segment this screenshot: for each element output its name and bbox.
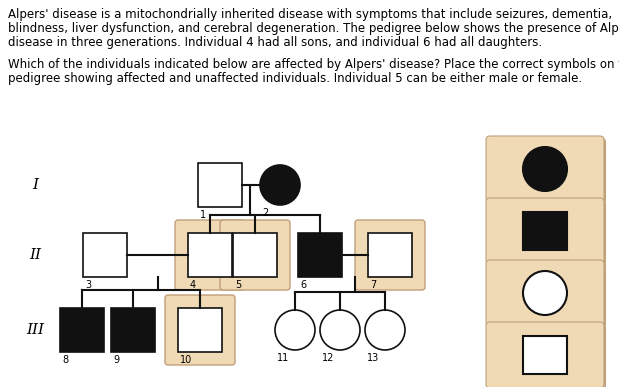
Ellipse shape	[365, 310, 405, 350]
Bar	[178, 308, 222, 352]
Bar	[298, 233, 342, 277]
FancyBboxPatch shape	[488, 200, 606, 266]
Bar	[111, 308, 155, 352]
Text: disease in three generations. Individual 4 had all sons, and individual 6 had al: disease in three generations. Individual…	[8, 36, 542, 49]
Bar	[60, 308, 104, 352]
FancyBboxPatch shape	[355, 220, 425, 290]
FancyBboxPatch shape	[220, 220, 290, 290]
Bar	[83, 233, 127, 277]
FancyBboxPatch shape	[165, 295, 235, 365]
Ellipse shape	[260, 165, 300, 205]
Text: II: II	[29, 248, 41, 262]
Text: 12: 12	[322, 353, 334, 363]
Ellipse shape	[523, 271, 567, 315]
Bar	[233, 233, 277, 277]
Bar	[198, 163, 242, 207]
Text: Alpers' disease is a mitochondrially inherited disease with symptoms that includ: Alpers' disease is a mitochondrially inh…	[8, 8, 612, 21]
Text: 10: 10	[180, 355, 193, 365]
Text: 13: 13	[367, 353, 379, 363]
Text: III: III	[26, 323, 44, 337]
Text: 5: 5	[235, 280, 241, 290]
FancyBboxPatch shape	[486, 260, 604, 326]
Bar	[523, 336, 567, 374]
Text: 2: 2	[262, 208, 268, 218]
Text: I: I	[32, 178, 38, 192]
Bar	[188, 233, 232, 277]
Ellipse shape	[523, 147, 567, 191]
FancyBboxPatch shape	[175, 220, 245, 290]
Text: 3: 3	[85, 280, 91, 290]
Text: Which of the individuals indicated below are affected by Alpers' disease? Place : Which of the individuals indicated below…	[8, 58, 619, 71]
Text: blindness, liver dysfunction, and cerebral degeneration. The pedigree below show: blindness, liver dysfunction, and cerebr…	[8, 22, 619, 35]
FancyBboxPatch shape	[488, 324, 606, 387]
Text: 7: 7	[370, 280, 376, 290]
Text: 11: 11	[277, 353, 289, 363]
Ellipse shape	[320, 310, 360, 350]
Text: 9: 9	[113, 355, 119, 365]
Text: 8: 8	[62, 355, 68, 365]
Text: 6: 6	[300, 280, 306, 290]
FancyBboxPatch shape	[486, 322, 604, 387]
Bar	[368, 233, 412, 277]
Text: 4: 4	[190, 280, 196, 290]
FancyBboxPatch shape	[488, 138, 606, 204]
FancyBboxPatch shape	[488, 262, 606, 328]
Bar	[523, 212, 567, 250]
Text: pedigree showing affected and unaffected individuals. Individual 5 can be either: pedigree showing affected and unaffected…	[8, 72, 582, 85]
FancyBboxPatch shape	[486, 198, 604, 264]
Ellipse shape	[275, 310, 315, 350]
Text: 1: 1	[200, 210, 206, 220]
FancyBboxPatch shape	[486, 136, 604, 202]
